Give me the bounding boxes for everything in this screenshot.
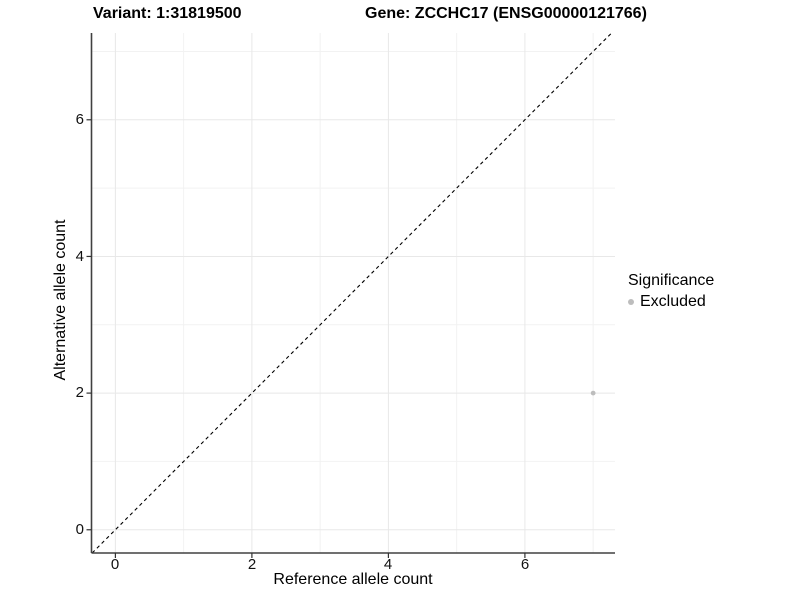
y-tick-label: 0 <box>75 521 84 538</box>
legend-item-label: Excluded <box>640 293 706 310</box>
legend-point-marker <box>628 299 634 305</box>
y-tick-label: 4 <box>75 248 84 265</box>
x-tick-label: 6 <box>520 556 530 573</box>
x-axis-label: Reference allele count <box>273 571 433 588</box>
plot-title-variant: Variant: 1:31819500 <box>93 5 242 22</box>
x-tick-label: 4 <box>383 556 393 573</box>
y-tick-label: 2 <box>75 384 84 401</box>
y-tick-label: 6 <box>75 111 84 128</box>
legend-item-excluded: Excluded <box>628 293 714 311</box>
x-tick-label: 0 <box>110 556 120 573</box>
x-tick-label: 2 <box>247 556 257 573</box>
legend-title: Significance <box>628 272 715 289</box>
identity-line <box>91 32 612 554</box>
plot-title-gene: Gene: ZCCHC17 (ENSG00000121766) <box>365 5 647 22</box>
legend: Significance Excluded <box>628 272 714 311</box>
data-point <box>590 390 596 396</box>
